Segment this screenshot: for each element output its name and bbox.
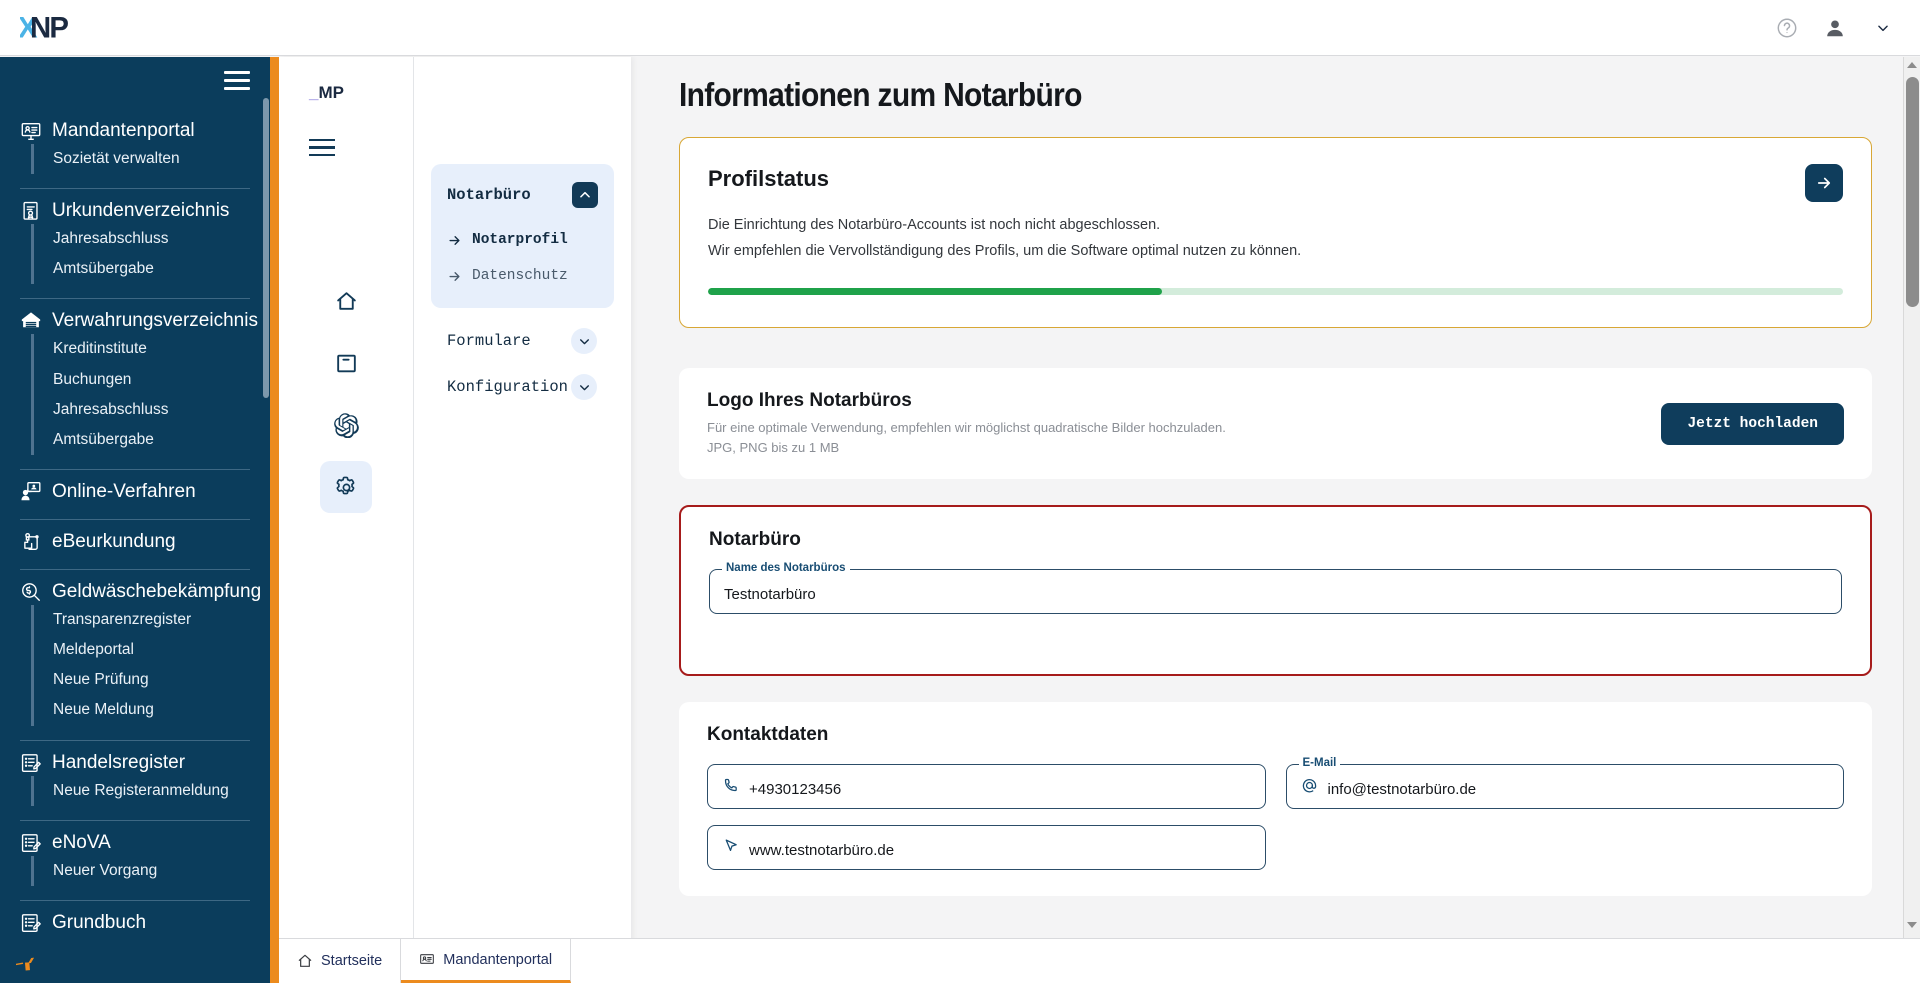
svg-text:P: P [49, 11, 69, 44]
svg-text:N: N [30, 11, 51, 44]
